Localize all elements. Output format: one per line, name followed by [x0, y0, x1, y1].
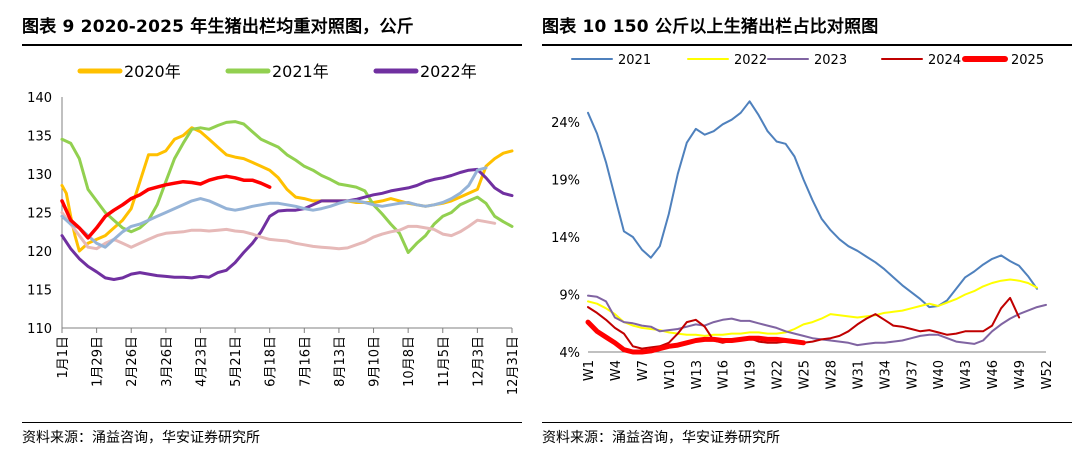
line-chart-share: 4% 9% 14% 19% 24% W1 W4 W7 W10 W13 W16 W19 W22 W25 W28… — [551, 53, 1055, 389]
x-tick-label: W46 — [986, 360, 1001, 389]
y-tick-label: 140 — [27, 91, 52, 106]
x-tick-label: W16 — [717, 360, 732, 389]
x-tick-label: 1月29日 — [91, 336, 106, 387]
chart-title: 图表 9 2020-2025 年生猪出栏均重对照图，公斤 — [22, 17, 414, 37]
x-tick-label: 12月31日 — [506, 336, 521, 395]
legend-label-2020: 2020年 — [124, 62, 181, 81]
x-tick-label: W7 — [636, 360, 651, 381]
series-line-2024 — [60, 166, 488, 249]
y-tick-label: 135 — [27, 130, 52, 145]
y-tick-label: 24% — [551, 116, 580, 131]
y-tick-label: 9% — [559, 289, 580, 304]
x-tick-label: W31 — [851, 360, 866, 389]
x-tick-label: 11月5日 — [437, 336, 452, 387]
source-divider — [22, 422, 522, 423]
source-note: 资料来源：涌益咨询，华安证券研究所 — [22, 430, 260, 446]
x-tick-label: W43 — [959, 360, 974, 389]
series-line-2021 — [60, 120, 514, 254]
legend-label-2025: 2025 — [1011, 53, 1044, 68]
x-tick-label: 8月13日 — [333, 336, 348, 387]
x-tick-label: 6月18日 — [264, 336, 279, 387]
legend-label-2022: 2022 — [734, 53, 767, 68]
x-tick-label: W25 — [798, 360, 813, 389]
x-tick-label: 12月3日 — [471, 336, 486, 387]
series-line-2022 — [587, 278, 1038, 337]
x-tick-label: W49 — [1013, 360, 1028, 389]
legend-label-2024: 2024 — [928, 53, 961, 68]
x-tick-label: 1月1日 — [56, 336, 71, 379]
series-line-2025 — [60, 174, 272, 240]
y-tick-label: 19% — [551, 174, 580, 189]
source-note: 资料来源：涌益咨询，华安证券研究所 — [542, 430, 780, 446]
legend-label-2021: 2021年 — [272, 62, 329, 81]
chart-panel-weight: 图表 9 2020-2025 年生猪出栏均重对照图，公斤 110 115 120 12… — [0, 0, 535, 457]
x-tick-label: 4月23日 — [194, 336, 209, 387]
x-tick-label: W4 — [609, 360, 624, 381]
x-tick-label: 10月8日 — [402, 336, 417, 387]
x-tick-label: W10 — [663, 360, 678, 389]
legend-label-2023: 2023 — [814, 53, 847, 68]
x-tick-label: 9月10日 — [368, 336, 383, 387]
x-tick-label: W34 — [878, 360, 893, 389]
series-line-2023 — [60, 211, 497, 251]
title-divider — [542, 44, 1072, 46]
series-line-2023 — [587, 294, 1047, 347]
x-tick-label: W1 — [582, 360, 597, 381]
legend-label-2022: 2022年 — [420, 62, 477, 81]
y-tick-label: 14% — [551, 231, 580, 246]
y-tick-label: 110 — [27, 322, 52, 337]
x-tick-label: 7月16日 — [298, 336, 313, 387]
x-tick-label: W52 — [1040, 360, 1055, 389]
source-divider — [542, 422, 1072, 423]
series-line-2021 — [587, 100, 1038, 309]
x-tick-label: 5月21日 — [229, 336, 244, 387]
x-tick-label: 2月26日 — [125, 336, 140, 387]
y-tick-label: 130 — [27, 168, 52, 183]
y-tick-label: 125 — [27, 207, 52, 222]
y-tick-label: 4% — [559, 346, 580, 361]
line-chart-weight: 110 115 120 125 130 135 140 1月1日 1月29日 2月26日 3月26日… — [27, 62, 521, 395]
title-divider — [22, 44, 522, 46]
legend-label-2021: 2021 — [618, 53, 651, 68]
x-tick-label: W28 — [824, 360, 839, 389]
chart-panel-share-150kg: 图表 10 150 公斤以上生猪出栏占比对照图 4% 9% 14% 19% 24% W1 W… — [540, 0, 1080, 457]
series-line-2025 — [585, 319, 806, 355]
y-tick-label: 120 — [27, 245, 52, 260]
x-tick-label: 3月26日 — [160, 336, 175, 387]
series-line-2022 — [60, 167, 514, 281]
x-tick-label: W13 — [690, 360, 705, 389]
x-tick-label: W40 — [932, 360, 947, 389]
x-tick-label: W19 — [744, 360, 759, 389]
chart-title: 图表 10 150 公斤以上生猪出栏占比对照图 — [542, 17, 879, 37]
y-tick-label: 115 — [27, 284, 52, 299]
x-tick-label: W22 — [771, 360, 786, 389]
x-tick-label: W37 — [905, 360, 920, 389]
